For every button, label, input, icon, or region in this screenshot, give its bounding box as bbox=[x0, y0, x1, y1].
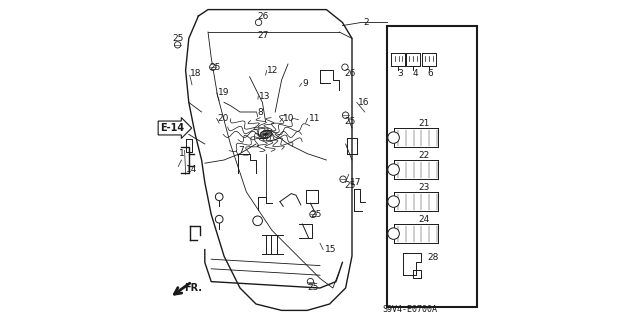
Text: 28: 28 bbox=[428, 253, 439, 262]
Text: E-14: E-14 bbox=[160, 123, 184, 133]
Text: 24: 24 bbox=[419, 215, 430, 224]
Circle shape bbox=[210, 64, 216, 70]
Text: 25: 25 bbox=[310, 210, 322, 219]
Text: 25: 25 bbox=[210, 63, 221, 72]
Circle shape bbox=[174, 42, 180, 48]
Circle shape bbox=[310, 211, 316, 218]
Text: FR.: FR. bbox=[184, 283, 202, 293]
Text: 18: 18 bbox=[191, 69, 202, 78]
Text: S9V4-E0700A: S9V4-E0700A bbox=[382, 305, 437, 314]
Text: 4: 4 bbox=[412, 69, 418, 78]
Text: 14: 14 bbox=[186, 165, 197, 174]
Circle shape bbox=[255, 19, 262, 26]
Text: 21: 21 bbox=[419, 119, 430, 128]
Text: 17: 17 bbox=[351, 178, 362, 187]
Circle shape bbox=[388, 132, 399, 143]
Text: 25: 25 bbox=[173, 34, 184, 43]
Text: 6: 6 bbox=[428, 69, 433, 78]
Circle shape bbox=[307, 278, 314, 285]
Text: 15: 15 bbox=[325, 245, 336, 254]
Text: 23: 23 bbox=[419, 183, 430, 192]
Text: 26: 26 bbox=[258, 12, 269, 20]
Circle shape bbox=[340, 176, 346, 182]
Bar bbox=[387, 26, 477, 307]
Text: 9: 9 bbox=[302, 79, 308, 88]
Text: 19: 19 bbox=[218, 88, 229, 97]
Text: 10: 10 bbox=[283, 114, 294, 123]
Text: 25: 25 bbox=[173, 127, 184, 136]
Text: 25: 25 bbox=[344, 117, 355, 126]
Text: 25: 25 bbox=[307, 284, 319, 292]
Text: 25: 25 bbox=[344, 181, 355, 190]
Text: 8: 8 bbox=[258, 108, 263, 116]
Circle shape bbox=[342, 64, 348, 70]
Text: 13: 13 bbox=[259, 92, 271, 100]
Text: 22: 22 bbox=[419, 151, 430, 160]
Text: 20: 20 bbox=[218, 114, 229, 123]
Text: 7: 7 bbox=[239, 146, 244, 155]
Text: 12: 12 bbox=[268, 66, 278, 75]
Circle shape bbox=[388, 228, 399, 239]
Text: 11: 11 bbox=[309, 114, 320, 123]
Text: 2: 2 bbox=[364, 18, 369, 27]
Text: 27: 27 bbox=[258, 31, 269, 40]
Text: 26: 26 bbox=[344, 69, 355, 78]
Text: 16: 16 bbox=[358, 98, 370, 107]
Text: 3: 3 bbox=[397, 69, 403, 78]
Circle shape bbox=[342, 112, 349, 118]
Text: 1: 1 bbox=[179, 149, 185, 158]
Circle shape bbox=[388, 164, 399, 175]
Circle shape bbox=[173, 125, 180, 131]
Circle shape bbox=[388, 196, 399, 207]
